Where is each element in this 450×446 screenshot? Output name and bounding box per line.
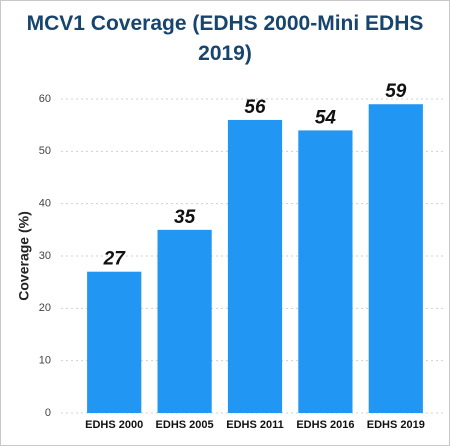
x-tick-label: EDHS 2016 bbox=[296, 419, 354, 431]
x-tick-label: EDHS 2011 bbox=[226, 419, 283, 431]
y-tick-label: 20 bbox=[39, 302, 51, 314]
x-tick-label: EDHS 2019 bbox=[367, 419, 425, 431]
bar bbox=[227, 119, 283, 413]
y-tick-label: 50 bbox=[39, 145, 51, 157]
data-label: 59 bbox=[385, 81, 407, 102]
data-label: 35 bbox=[174, 207, 196, 228]
x-tick-label: EDHS 2000 bbox=[85, 419, 143, 431]
bar bbox=[87, 271, 142, 413]
chart-title: MCV1 Coverage (EDHS 2000-Mini EDHS 2019) bbox=[26, 12, 424, 65]
x-tick-label: EDHS 2005 bbox=[156, 419, 214, 431]
y-tick-label: 60 bbox=[39, 93, 51, 105]
bar bbox=[157, 229, 212, 413]
y-tick-label: 30 bbox=[39, 250, 51, 262]
y-tick-label: 0 bbox=[45, 407, 51, 419]
data-label: 27 bbox=[103, 249, 127, 270]
y-tick-label: 40 bbox=[39, 198, 51, 210]
data-label: 54 bbox=[315, 107, 337, 128]
bar bbox=[368, 104, 423, 413]
y-axis-label: Coverage (%) bbox=[16, 211, 32, 300]
y-tick-label: 10 bbox=[39, 355, 51, 367]
data-label: 56 bbox=[244, 97, 266, 118]
bar bbox=[298, 130, 353, 413]
